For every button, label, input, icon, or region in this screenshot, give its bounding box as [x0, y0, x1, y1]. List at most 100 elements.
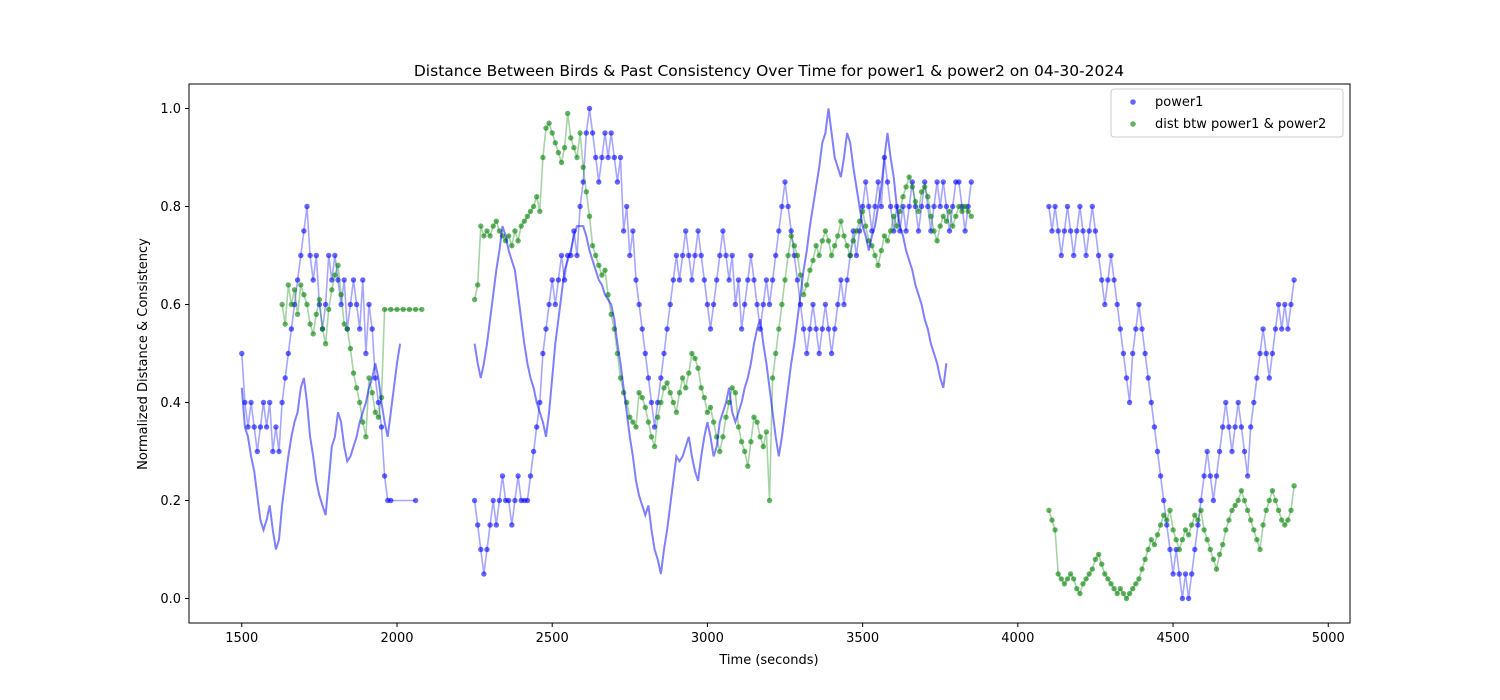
data-point — [1105, 576, 1111, 582]
data-point — [776, 326, 782, 332]
data-point — [301, 228, 307, 234]
data-point — [1195, 517, 1201, 523]
data-point — [825, 326, 832, 332]
data-point — [1198, 507, 1204, 513]
data-point — [1229, 448, 1235, 455]
data-point — [350, 277, 357, 283]
data-point — [534, 194, 540, 200]
data-point — [270, 448, 276, 455]
data-point — [636, 390, 642, 396]
data-point — [794, 252, 801, 259]
data-point — [1126, 399, 1133, 406]
data-point — [624, 203, 630, 210]
x-tick-label: 3500 — [846, 631, 879, 646]
data-point — [1195, 522, 1201, 528]
data-point — [1055, 571, 1061, 577]
data-point — [816, 252, 822, 259]
data-point — [316, 296, 323, 303]
data-point — [648, 399, 655, 406]
data-point — [537, 208, 543, 215]
data-point — [1179, 537, 1186, 543]
data-point — [1238, 424, 1245, 430]
data-point — [254, 448, 260, 455]
data-point — [493, 218, 499, 224]
data-point — [1148, 399, 1155, 406]
data-point — [350, 370, 357, 376]
data-point — [1071, 252, 1077, 259]
data-point — [288, 326, 295, 332]
data-point — [1251, 399, 1257, 406]
data-point — [310, 277, 316, 283]
data-point — [673, 252, 680, 259]
data-point — [686, 252, 692, 259]
data-point — [872, 203, 878, 210]
data-point — [1248, 517, 1254, 523]
data-point — [763, 277, 770, 283]
data-point — [1241, 497, 1248, 504]
data-point — [571, 145, 577, 151]
data-point — [918, 203, 925, 210]
data-point — [667, 390, 673, 396]
data-point — [596, 262, 602, 268]
data-point — [710, 419, 717, 425]
data-point — [310, 331, 316, 337]
data-point — [773, 252, 779, 259]
data-point — [521, 218, 527, 224]
data-point — [1148, 537, 1155, 543]
data-point — [357, 326, 363, 332]
data-point — [291, 287, 298, 293]
data-point — [800, 326, 807, 332]
data-point — [639, 394, 645, 401]
data-point — [1173, 537, 1179, 543]
data-point — [1133, 581, 1139, 587]
data-point — [683, 228, 689, 234]
data-point — [471, 497, 478, 504]
data-point — [1092, 228, 1099, 234]
data-point — [1080, 228, 1086, 234]
legend-box — [1110, 88, 1344, 138]
data-point — [1092, 556, 1099, 562]
data-point — [307, 252, 313, 259]
data-point — [602, 130, 608, 136]
data-point — [906, 203, 912, 210]
data-point — [918, 189, 925, 195]
data-point — [748, 252, 754, 259]
data-point — [1164, 522, 1170, 528]
data-point — [608, 130, 614, 136]
data-point — [394, 306, 400, 313]
data-point — [1275, 507, 1282, 513]
data-point — [1052, 203, 1058, 210]
data-point — [658, 375, 664, 381]
data-point — [953, 213, 959, 219]
data-point — [506, 233, 512, 239]
data-point — [487, 233, 493, 239]
plot-area — [188, 83, 1351, 624]
data-point — [614, 179, 621, 185]
data-point — [630, 419, 636, 425]
data-point — [1139, 566, 1145, 572]
data-point — [903, 228, 909, 234]
data-point — [332, 252, 338, 259]
data-point — [322, 301, 329, 308]
data-point — [1266, 375, 1273, 381]
data-point — [825, 238, 832, 244]
data-point — [1111, 277, 1117, 283]
data-point — [872, 252, 878, 259]
data-point — [518, 223, 524, 229]
data-point — [341, 277, 347, 283]
data-point — [484, 228, 490, 234]
data-point — [285, 350, 291, 357]
data-point — [353, 301, 360, 308]
data-point — [1099, 277, 1105, 283]
data-point — [288, 301, 295, 308]
data-point — [940, 213, 946, 219]
data-point — [1145, 375, 1151, 381]
data-point — [642, 350, 648, 357]
data-point — [586, 213, 593, 219]
data-point — [822, 301, 829, 308]
series-line — [241, 206, 416, 502]
data-point — [738, 439, 745, 445]
data-point — [1067, 228, 1074, 234]
data-point — [478, 546, 484, 553]
data-point — [745, 277, 751, 283]
